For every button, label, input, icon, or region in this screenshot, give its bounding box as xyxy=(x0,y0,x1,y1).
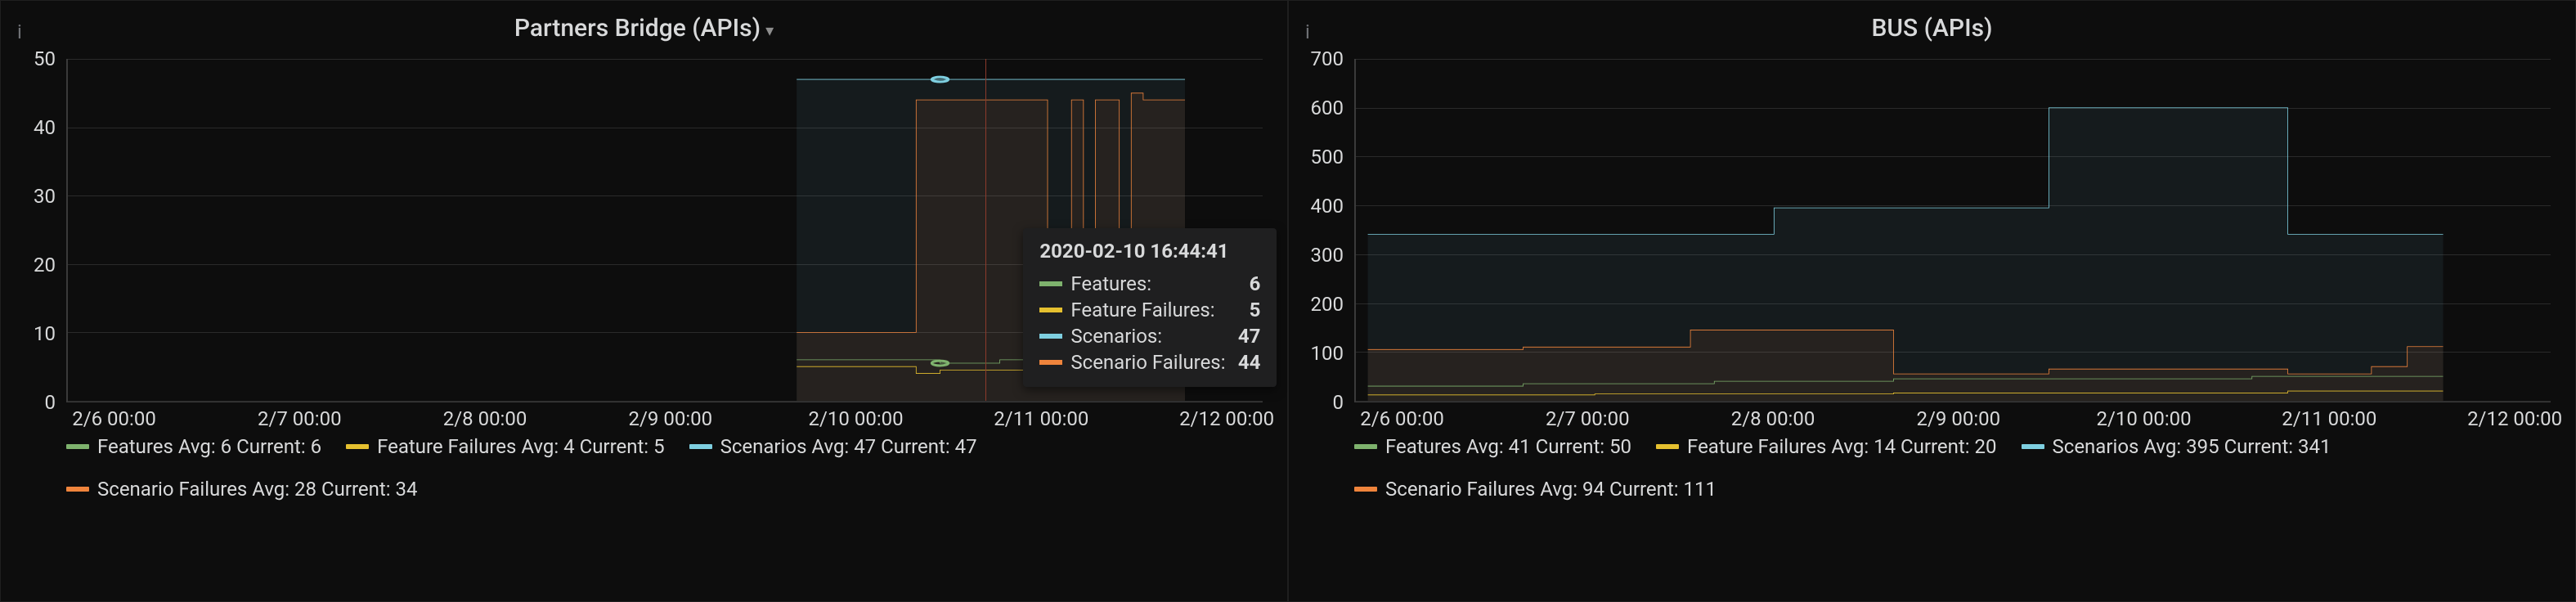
x-axis: 2/6 00:00 2/7 00:00 2/8 00:00 2/9 00:00 2/10… xyxy=(66,402,1263,427)
grid-line xyxy=(1356,401,2551,402)
y-tick: 40 xyxy=(34,116,56,139)
grid-line xyxy=(68,401,1263,402)
tooltip-swatch xyxy=(1039,281,1062,286)
tooltip-value: 5 xyxy=(1250,299,1261,321)
y-tick: 30 xyxy=(34,185,56,208)
tooltip-row: Scenarios: 47 xyxy=(1039,323,1260,349)
crosshair xyxy=(985,59,986,401)
panel-bus: i BUS (APIs) 0 100 200 300 400 500 600 700 2/6 00:… xyxy=(1288,0,2576,602)
tooltip-label: Feature Failures: xyxy=(1070,299,1241,321)
y-tick: 500 xyxy=(1311,146,1344,168)
info-icon[interactable]: i xyxy=(17,20,22,43)
legend-swatch xyxy=(2022,444,2044,449)
legend-swatch xyxy=(66,444,89,449)
y-tick: 50 xyxy=(34,47,56,70)
x-tick: 2/12 00:00 xyxy=(1179,407,1274,430)
chart-area[interactable]: 01002003004005006007002/6 00:002/7 00:00… xyxy=(1354,59,2551,427)
legend-swatch xyxy=(689,444,712,449)
panel-title[interactable]: Partners Bridge (APIs)▾ xyxy=(25,14,1263,43)
x-tick: 2/7 00:00 xyxy=(258,407,342,430)
x-tick: 2/6 00:00 xyxy=(1360,407,1444,430)
tooltip-row: Feature Failures: 5 xyxy=(1039,297,1260,323)
info-icon[interactable]: i xyxy=(1305,20,1310,43)
x-tick: 2/8 00:00 xyxy=(443,407,527,430)
tooltip-row: Scenario Failures: 44 xyxy=(1039,349,1260,375)
legend-swatch xyxy=(346,444,369,449)
tooltip-swatch xyxy=(1039,360,1062,365)
legend-item[interactable]: Features Avg: 41 Current: 50 xyxy=(1354,435,1631,458)
legend-item[interactable]: Scenario Failures Avg: 28 Current: 34 xyxy=(66,478,417,501)
y-tick: 0 xyxy=(1333,391,1344,414)
legend-label: Feature Failures Avg: 4 Current: 5 xyxy=(377,435,664,458)
tooltip-label: Scenario Failures: xyxy=(1070,351,1229,374)
panel-title-text: BUS (APIs) xyxy=(1871,14,1992,43)
tooltip-title: 2020-02-10 16:44:41 xyxy=(1039,240,1260,263)
tooltip-value: 6 xyxy=(1250,272,1261,295)
legend-label: Scenario Failures Avg: 94 Current: 111 xyxy=(1385,478,1717,501)
x-tick: 2/11 00:00 xyxy=(994,407,1088,430)
tooltip: 2020-02-10 16:44:41Features:6Feature Fai… xyxy=(1023,228,1277,387)
legend-label: Scenarios Avg: 47 Current: 47 xyxy=(720,435,977,458)
legend-label: Features Avg: 41 Current: 50 xyxy=(1385,435,1631,458)
legend-item[interactable]: Scenario Failures Avg: 94 Current: 111 xyxy=(1354,478,1717,501)
y-axis: 0100200300400500600700 xyxy=(1313,59,1350,402)
legend-label: Feature Failures Avg: 14 Current: 20 xyxy=(1687,435,1996,458)
x-tick: 2/6 00:00 xyxy=(72,407,156,430)
x-tick: 2/12 00:00 xyxy=(2467,407,2562,430)
y-tick: 300 xyxy=(1311,244,1344,267)
tooltip-row: Features: 6 xyxy=(1039,271,1260,297)
plot xyxy=(1354,59,2551,402)
legend-label: Scenarios Avg: 395 Current: 341 xyxy=(2053,435,2331,458)
legend-swatch xyxy=(1354,444,1377,449)
legend-item[interactable]: Features Avg: 6 Current: 6 xyxy=(66,435,321,458)
legend-swatch xyxy=(66,487,89,492)
legend-swatch xyxy=(1656,444,1679,449)
tooltip-label: Scenarios: xyxy=(1070,325,1229,348)
tooltip-value: 47 xyxy=(1238,325,1261,348)
panel-title-text: Partners Bridge (APIs) xyxy=(514,14,761,43)
x-tick: 2/9 00:00 xyxy=(629,407,713,430)
series-svg xyxy=(1356,59,2551,401)
panel-title[interactable]: BUS (APIs) xyxy=(1313,14,2551,43)
x-tick: 2/7 00:00 xyxy=(1546,407,1630,430)
panel-partners: iPartners Bridge (APIs)▾010203040502/6 0… xyxy=(0,0,1288,602)
tooltip-label: Features: xyxy=(1070,272,1241,295)
y-axis: 01020304050 xyxy=(25,59,62,402)
y-tick: 20 xyxy=(34,254,56,276)
legend-item[interactable]: Feature Failures Avg: 14 Current: 20 xyxy=(1656,435,1996,458)
tooltip-swatch xyxy=(1039,334,1062,339)
x-tick: 2/9 00:00 xyxy=(1917,407,2001,430)
legend-label: Scenario Failures Avg: 28 Current: 34 xyxy=(97,478,417,501)
legend-label: Features Avg: 6 Current: 6 xyxy=(97,435,321,458)
y-tick: 200 xyxy=(1311,293,1344,316)
y-tick: 100 xyxy=(1311,342,1344,365)
legend-item[interactable]: Scenarios Avg: 47 Current: 47 xyxy=(689,435,977,458)
x-axis: 2/6 00:00 2/7 00:00 2/8 00:00 2/9 00:00 2/10… xyxy=(1354,402,2551,427)
legend: Features Avg: 41 Current: 50 Feature Fail… xyxy=(1354,435,2551,501)
y-tick: 700 xyxy=(1311,47,1344,70)
tooltip-value: 44 xyxy=(1238,351,1261,374)
legend-swatch xyxy=(1354,487,1377,492)
y-tick: 400 xyxy=(1311,195,1344,218)
legend-item[interactable]: Scenarios Avg: 395 Current: 341 xyxy=(2022,435,2331,458)
y-tick: 10 xyxy=(34,322,56,345)
y-tick: 0 xyxy=(45,391,56,414)
x-tick: 2/10 00:00 xyxy=(809,407,904,430)
x-tick: 2/10 00:00 xyxy=(2097,407,2192,430)
x-tick: 2/8 00:00 xyxy=(1731,407,1815,430)
legend-item[interactable]: Feature Failures Avg: 4 Current: 5 xyxy=(346,435,664,458)
y-tick: 600 xyxy=(1311,97,1344,119)
x-tick: 2/11 00:00 xyxy=(2282,407,2376,430)
tooltip-swatch xyxy=(1039,308,1062,312)
chevron-down-icon[interactable]: ▾ xyxy=(765,20,774,40)
chart-area[interactable]: 010203040502/6 00:002/7 00:002/8 00:002/… xyxy=(66,59,1263,427)
legend: Features Avg: 6 Current: 6 Feature Failur… xyxy=(66,435,1263,501)
